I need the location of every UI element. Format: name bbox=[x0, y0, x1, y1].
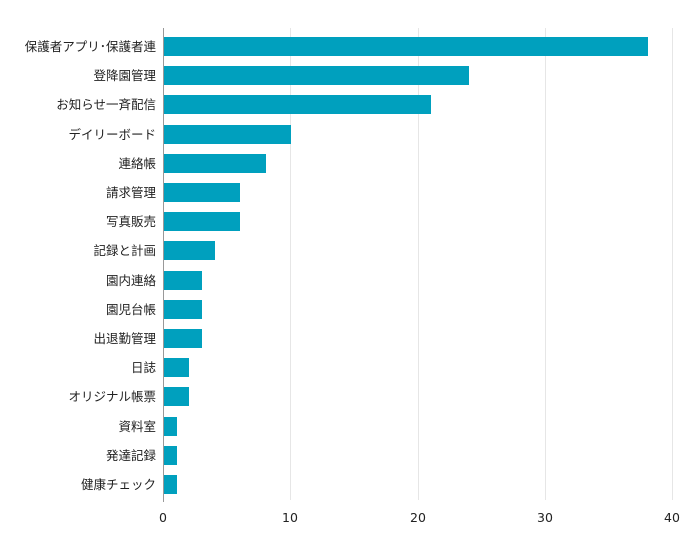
bar[interactable] bbox=[164, 212, 240, 231]
x-tick-label: 20 bbox=[410, 510, 426, 525]
category-label: 健康チェック bbox=[80, 477, 156, 492]
category-label: 資料室 bbox=[118, 419, 156, 434]
category-label: 園内連絡 bbox=[105, 273, 156, 288]
bar[interactable] bbox=[164, 300, 202, 319]
bar[interactable] bbox=[164, 241, 215, 260]
category-label: 園児台帳 bbox=[105, 302, 156, 317]
gridline bbox=[418, 28, 419, 500]
category-label: 記録と計画 bbox=[93, 243, 156, 258]
y-axis-line bbox=[163, 28, 164, 502]
category-label: 日誌 bbox=[130, 360, 156, 375]
category-label: お知らせ一斉配信 bbox=[56, 97, 156, 112]
bar[interactable] bbox=[164, 387, 189, 406]
category-label: 出退勤管理 bbox=[93, 331, 156, 346]
category-label: 請求管理 bbox=[105, 185, 156, 200]
x-tick-label: 0 bbox=[159, 510, 167, 525]
bar[interactable] bbox=[164, 95, 431, 114]
category-label: 連絡帳 bbox=[118, 156, 156, 171]
bar[interactable] bbox=[164, 37, 648, 56]
category-label: オリジナル帳票 bbox=[68, 389, 156, 404]
category-label: デイリーボード bbox=[68, 127, 156, 142]
x-tick-label: 40 bbox=[664, 510, 680, 525]
bar[interactable] bbox=[164, 475, 177, 494]
gridline bbox=[672, 28, 673, 500]
bar[interactable] bbox=[164, 154, 266, 173]
category-label: 発達記録 bbox=[105, 448, 156, 463]
bar[interactable] bbox=[164, 66, 469, 85]
bar[interactable] bbox=[164, 329, 202, 348]
x-tick-label: 10 bbox=[282, 510, 298, 525]
bar[interactable] bbox=[164, 183, 240, 202]
category-label: 写真販売 bbox=[105, 214, 156, 229]
bar[interactable] bbox=[164, 358, 189, 377]
bar[interactable] bbox=[164, 125, 291, 144]
bar[interactable] bbox=[164, 271, 202, 290]
gridline bbox=[290, 28, 291, 500]
category-label: 保護者アプリ･保護者連 bbox=[24, 39, 156, 54]
category-label: 登降園管理 bbox=[93, 68, 156, 83]
gridline bbox=[545, 28, 546, 500]
x-tick-label: 30 bbox=[537, 510, 553, 525]
bar[interactable] bbox=[164, 446, 177, 465]
bar[interactable] bbox=[164, 417, 177, 436]
